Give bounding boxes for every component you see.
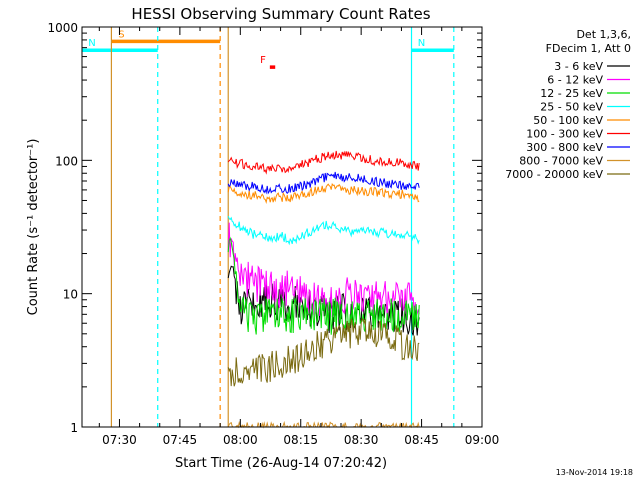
- legend-label-2: 12 - 25 keV: [540, 87, 603, 100]
- flag-label-1: N: [88, 38, 95, 49]
- legend-label-5: 100 - 300 keV: [526, 128, 603, 141]
- x-tick-label-0: 07:30: [102, 433, 137, 447]
- y-tick-label-3: 1000: [47, 21, 78, 35]
- legend-label-3: 25 - 50 keV: [540, 101, 603, 114]
- legend-header-line-1: Det 1,3,6,: [576, 28, 631, 41]
- x-tick-label-1: 07:45: [163, 433, 198, 447]
- series-line-2: [227, 236, 420, 335]
- vline-layer: [110, 27, 455, 427]
- y-tick-label-2: 100: [55, 154, 78, 168]
- series-line-8: [227, 318, 420, 387]
- x-tick-label-3: 08:15: [283, 433, 318, 447]
- flag-label-2: N: [418, 38, 425, 49]
- footer-timestamp: 13-Nov-2014 19:18: [556, 468, 633, 477]
- legend-header-line-2: FDecim 1, Att 0: [546, 42, 631, 55]
- x-tick-label-6: 09:00: [465, 433, 500, 447]
- x-tick-label-5: 08:45: [404, 433, 439, 447]
- legend-label-8: 7000 - 20000 keV: [505, 168, 603, 181]
- legend-label-1: 6 - 12 keV: [547, 74, 603, 87]
- legend-label-7: 800 - 7000 keV: [519, 155, 603, 168]
- x-axis-label: Start Time (26-Aug-14 07:20:42): [175, 456, 387, 471]
- legend-label-0: 3 - 6 keV: [554, 60, 603, 73]
- series-line-5: [227, 150, 420, 175]
- series-layer: [227, 150, 420, 429]
- legend-label-6: 300 - 800 keV: [526, 141, 603, 154]
- plot-frame: [81, 26, 483, 428]
- x-tick-label-2: 08:00: [223, 433, 258, 447]
- y-tick-label-1: 10: [63, 288, 78, 302]
- flag-layer: S N N F: [82, 29, 454, 69]
- chart-title: HESSI Observing Summary Count Rates: [131, 5, 430, 23]
- legend-label-4: 50 - 100 keV: [533, 114, 603, 127]
- series-line-3: [227, 216, 420, 246]
- series-line-6: [227, 171, 420, 195]
- series-line-4: [227, 182, 420, 205]
- flag-label-0: S: [118, 29, 124, 40]
- flag-label-3: F: [260, 55, 266, 66]
- y-tick-label-0: 1: [70, 421, 78, 435]
- y-axis-label: Count Rate (s⁻¹ detector⁻¹): [26, 139, 41, 316]
- x-tick-label-4: 08:30: [344, 433, 379, 447]
- axis-layer: 07:30 07:45 08:00 08:15 08:30 08:45 09:00 1 10 10…: [47, 21, 499, 447]
